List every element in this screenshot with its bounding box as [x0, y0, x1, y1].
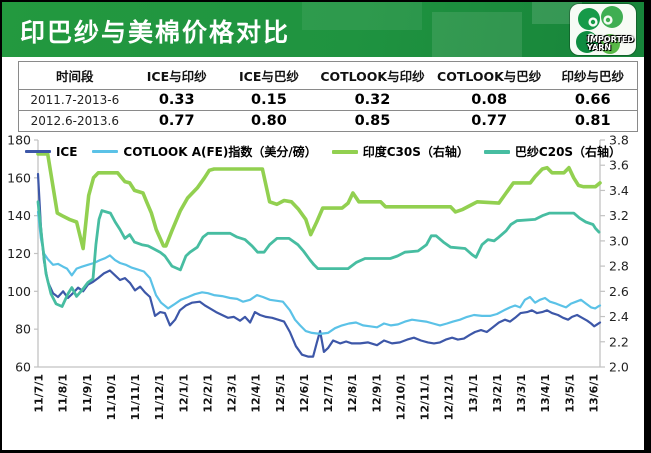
left-axis-tick-label: 100	[7, 284, 31, 299]
legend-line-swatch	[92, 150, 119, 153]
table-column-header: COTLOOK与巴纱	[429, 61, 549, 90]
correlation-table: 时间段 ICE与印纱 ICE与巴纱 COTLOOK与印纱 COTLOOK与巴纱 印纱与巴纱…	[18, 61, 638, 132]
x-axis-label: 12/3/1	[226, 374, 239, 413]
left-axis-tick-label: 140	[7, 208, 31, 223]
legend-item: COTLOOK A(FE)指数（美分/磅）	[92, 143, 317, 160]
legend-line-swatch	[483, 149, 510, 154]
correlation-value-cell: 0.77	[130, 110, 223, 132]
chart-legend: ICE COTLOOK A(FE)指数（美分/磅） 印度C30S（右轴） 巴纱C20S…	[24, 143, 621, 160]
legend-label: COTLOOK A(FE)指数（美分/磅）	[123, 145, 317, 159]
price-comparison-chart: 180 160 140 120 100 80 60 3.8 3.6 3.4 3.2 3.0 2.8 2.6…	[2, 135, 644, 450]
legend-line-swatch	[331, 149, 358, 154]
left-axis-tick-label: 80	[15, 322, 31, 337]
legend-label: ICE	[55, 144, 78, 159]
x-axis-label: 12/4/1	[250, 374, 263, 413]
clover-icon	[576, 6, 623, 54]
series-line--C20S-	[36, 200, 601, 308]
correlation-value-cell: 0.66	[548, 89, 638, 111]
correlation-value-cell: 0.08	[429, 89, 549, 111]
x-axis-label: 12/7/1	[322, 374, 335, 413]
x-axis-label: 13/4/1	[539, 374, 552, 413]
x-axis-label: 12/5/1	[274, 374, 287, 413]
legend-line-swatch	[24, 150, 51, 153]
x-axis-label: 13/2/1	[491, 374, 504, 413]
table-column-header: COTLOOK与印纱	[315, 61, 430, 90]
correlation-value-cell: 0.15	[222, 89, 316, 111]
x-axis-label: 13/1/1	[467, 374, 480, 413]
chart-canvas: 180 160 140 120 100 80 60 3.8 3.6 3.4 3.2 3.0 2.8 2.6…	[7, 135, 629, 420]
table-column-header: 印纱与巴纱	[548, 61, 638, 90]
x-axis-label: 13/5/1	[563, 374, 576, 413]
right-axis-tick-label: 2.4	[609, 309, 629, 324]
x-axis-label: 11/12/1	[153, 374, 166, 420]
x-axis-label: 11/9/1	[81, 374, 94, 413]
x-axis-label: 12/2/1	[201, 374, 214, 413]
right-axis-tick-label: 3.0	[609, 233, 629, 248]
imported-yarn-logo: IMPORTED YARN	[570, 4, 636, 55]
right-axis-tick-label: 3.8	[609, 135, 629, 148]
x-axis-label: 11/7/1	[33, 374, 46, 413]
legend-item: 巴纱C20S（右轴）	[483, 143, 622, 160]
series-line-COTLOOK-A-FE-	[36, 210, 602, 335]
table-header-row: 时间段 ICE与印纱 ICE与巴纱 COTLOOK与印纱 COTLOOK与巴纱 印纱与巴纱	[18, 61, 638, 90]
left-axis-tick-label: 120	[7, 246, 31, 261]
correlation-value-cell: 0.32	[315, 89, 430, 111]
logo-text: IMPORTED YARN	[587, 36, 634, 52]
x-axis-label: 13/6/1	[587, 374, 600, 413]
header-decor-tile	[302, 2, 422, 30]
x-axis-label: 12/12/1	[443, 374, 456, 420]
left-axis-tick-label: 60	[15, 360, 31, 375]
table-column-header: 时间段	[18, 61, 131, 90]
x-axis-label: 11/8/1	[57, 374, 70, 413]
x-axis-label: 11/11/1	[129, 374, 142, 420]
right-axis-tick-label: 3.4	[609, 183, 629, 198]
table-row: 2012.6-2013.6 0.77 0.80 0.85 0.77 0.81	[18, 110, 638, 132]
legend-item: 印度C30S（右轴）	[331, 143, 469, 160]
right-axis-tick-label: 2.2	[609, 334, 629, 349]
left-axis-tick-label: 160	[7, 170, 31, 185]
correlation-value-cell: 0.81	[548, 110, 638, 132]
table-column-header: ICE与巴纱	[222, 61, 316, 90]
logo-text-line1: IMPORTED	[587, 35, 634, 44]
legend-item: ICE	[24, 144, 78, 159]
right-axis-tick-label: 2.6	[609, 284, 629, 299]
legend-label: 印度C30S（右轴）	[362, 145, 469, 159]
header-decor-tile	[532, 2, 582, 24]
right-axis-tick-label: 3.6	[609, 158, 629, 173]
right-axis-tick-label: 3.2	[609, 208, 629, 223]
x-axis-label: 12/9/1	[370, 374, 383, 413]
logo-text-line2: YARN	[587, 43, 612, 52]
table-column-header: ICE与印纱	[130, 61, 223, 90]
table-row: 2011.7-2013-6 0.33 0.15 0.32 0.08 0.66	[18, 89, 638, 111]
correlation-value-cell: 0.80	[222, 110, 316, 132]
correlation-value-cell: 0.77	[429, 110, 549, 132]
period-cell: 2011.7-2013-6	[18, 89, 131, 111]
x-axis-label: 12/8/1	[346, 374, 359, 413]
page-title: 印巴纱与美棉价格对比	[20, 18, 291, 47]
slide-content: 印巴纱与美棉价格对比 IMPORTED YARN 时间	[2, 2, 644, 450]
left-axis-tick-label: 180	[7, 135, 31, 148]
legend-label: 巴纱C20S（右轴）	[514, 145, 622, 159]
series-line--C30S-	[36, 152, 602, 251]
period-cell: 2012.6-2013.6	[18, 110, 131, 132]
right-axis-tick-label: 2.8	[609, 259, 629, 274]
x-axis-label: 12/6/1	[298, 374, 311, 413]
header-banner: 印巴纱与美棉价格对比 IMPORTED YARN	[2, 2, 644, 57]
x-axis-label: 13/3/1	[515, 374, 528, 413]
series-line-ICE	[36, 172, 602, 358]
correlation-value-cell: 0.33	[130, 89, 223, 111]
x-axis-label: 12/10/1	[394, 374, 407, 420]
x-axis-label: 11/10/1	[105, 374, 118, 420]
right-axis-tick-label: 2.0	[609, 360, 629, 375]
header-decor-tile	[432, 12, 522, 57]
x-axis-label: 12/11/1	[419, 374, 432, 420]
correlation-value-cell: 0.85	[315, 110, 430, 132]
x-axis-label: 12/1/1	[177, 374, 190, 413]
